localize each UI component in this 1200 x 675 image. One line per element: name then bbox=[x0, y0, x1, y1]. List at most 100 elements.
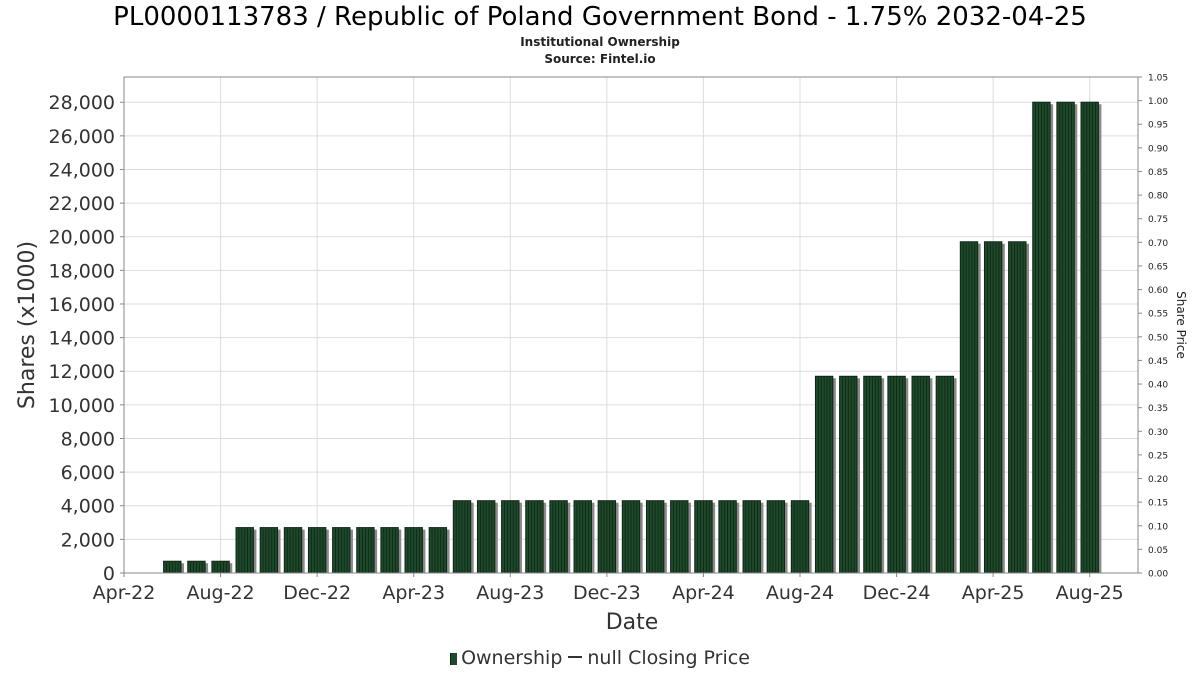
y2-tick-label: 0.40 bbox=[1148, 381, 1168, 391]
y-tick-label: 14,000 bbox=[49, 328, 115, 350]
ownership-bar bbox=[476, 500, 498, 574]
ownership-bar bbox=[428, 527, 450, 574]
ownership-legend-label: Ownership bbox=[461, 647, 563, 669]
y-tick-label: 22,000 bbox=[49, 193, 115, 215]
ownership-bar bbox=[332, 527, 353, 574]
ownership-bar bbox=[235, 527, 257, 574]
y2-tick-label: 0.95 bbox=[1148, 121, 1168, 131]
y-tick-label: 6,000 bbox=[61, 462, 115, 484]
ownership-bar bbox=[380, 527, 402, 574]
y-tick-label: 24,000 bbox=[49, 159, 115, 181]
ownership-bar bbox=[259, 527, 281, 574]
x-tick-label: Dec-22 bbox=[283, 582, 351, 604]
y-axis-label: Shares (x1000) bbox=[15, 241, 40, 409]
y-tick-label: 20,000 bbox=[49, 227, 115, 249]
y2-tick-label: 0.20 bbox=[1148, 475, 1168, 485]
x-tick-label: Apr-23 bbox=[382, 582, 445, 604]
y2-tick-label: 0.70 bbox=[1148, 239, 1168, 249]
price-legend-label: null Closing Price bbox=[587, 647, 750, 669]
y-tick-label: 12,000 bbox=[49, 361, 115, 383]
ownership-bar bbox=[959, 241, 981, 574]
y2-tick-label: 0.85 bbox=[1148, 168, 1168, 178]
y-tick-label: 0 bbox=[103, 563, 115, 585]
ownership-bar bbox=[525, 500, 547, 574]
y2-tick-label: 0.80 bbox=[1148, 192, 1168, 202]
y-tick-label: 18,000 bbox=[49, 260, 115, 282]
ownership-bar bbox=[404, 527, 426, 574]
y2-tick-label: 0.00 bbox=[1148, 570, 1168, 580]
ownership-bar bbox=[187, 560, 209, 574]
ownership-bar bbox=[935, 375, 957, 574]
x-tick-label: Apr-22 bbox=[93, 582, 156, 604]
x-tick-label: Apr-24 bbox=[672, 582, 735, 604]
y2-tick-label: 0.60 bbox=[1148, 286, 1168, 296]
ownership-bar bbox=[1008, 241, 1029, 574]
y2-tick-label: 0.30 bbox=[1148, 428, 1168, 438]
y2-tick-label: 1.05 bbox=[1148, 74, 1168, 84]
y-tick-label: 26,000 bbox=[49, 126, 115, 148]
y2-tick-label: 0.15 bbox=[1148, 499, 1168, 509]
x-tick-label: Apr-25 bbox=[962, 582, 1025, 604]
y2-tick-label: 0.35 bbox=[1148, 404, 1168, 414]
x-tick-label: Dec-24 bbox=[863, 582, 931, 604]
y2-tick-label: 0.75 bbox=[1148, 215, 1168, 225]
y-tick-label: 2,000 bbox=[61, 529, 115, 551]
ownership-bar bbox=[356, 527, 378, 574]
y2-tick-label: 0.65 bbox=[1148, 262, 1168, 272]
chart-legend: Ownership null Closing Price bbox=[0, 647, 1200, 669]
ownership-bar bbox=[887, 375, 909, 574]
y2-tick-label: 0.10 bbox=[1148, 522, 1168, 532]
chart-source: Source: Fintel.io bbox=[544, 52, 656, 66]
plot-area-frame bbox=[123, 76, 1139, 574]
y-tick-label: 16,000 bbox=[49, 294, 115, 316]
ownership-chart: 0 2,000 4,000 6,000 8,000 10,000 12,000 14,000 1… bbox=[15, 74, 1188, 636]
date-axis-ticks: Apr-22 Aug-22 Dec-22 Apr-23 Aug-23 Dec-23 Apr-… bbox=[93, 573, 1124, 604]
ownership-bar bbox=[670, 500, 691, 574]
ownership-bar bbox=[718, 500, 740, 574]
left-axis-ticks: 0 2,000 4,000 6,000 8,000 10,000 12,000 14,000 1… bbox=[49, 92, 124, 585]
chart-subtitle: Institutional Ownership bbox=[520, 35, 680, 49]
y2-axis-label: Share Price bbox=[1174, 291, 1188, 359]
ownership-bar bbox=[790, 500, 812, 574]
chart-title: PL0000113783 / Republic of Poland Govern… bbox=[113, 2, 1087, 32]
y2-tick-label: 0.50 bbox=[1148, 333, 1168, 343]
ownership-bar bbox=[814, 375, 836, 574]
ownership-bar bbox=[742, 500, 764, 574]
ownership-bars bbox=[163, 101, 1102, 574]
y-tick-label: 28,000 bbox=[49, 92, 115, 114]
y-tick-label: 10,000 bbox=[49, 395, 115, 417]
y2-tick-label: 0.90 bbox=[1148, 144, 1168, 154]
ownership-bar bbox=[501, 500, 522, 574]
right-axis-ticks: 0.00 0.05 0.10 0.15 0.20 0.25 0.30 0.35 0.40 0.45… bbox=[1138, 74, 1168, 580]
y2-tick-label: 0.45 bbox=[1148, 357, 1168, 367]
ownership-bar bbox=[645, 500, 667, 574]
y-tick-label: 8,000 bbox=[61, 428, 115, 450]
y2-tick-label: 1.00 bbox=[1148, 97, 1168, 107]
x-tick-label: Aug-25 bbox=[1056, 582, 1124, 604]
price-legend-line bbox=[568, 656, 583, 658]
ownership-bar bbox=[863, 375, 885, 574]
ownership-bar bbox=[597, 500, 619, 574]
ownership-bar bbox=[573, 500, 595, 574]
ownership-bar bbox=[283, 527, 305, 574]
ownership-bar bbox=[307, 527, 329, 574]
ownership-bar bbox=[163, 560, 184, 574]
x-tick-label: Aug-24 bbox=[766, 582, 834, 604]
x-tick-label: Aug-22 bbox=[187, 582, 255, 604]
ownership-legend-swatch bbox=[450, 653, 458, 665]
y2-tick-label: 0.25 bbox=[1148, 451, 1168, 461]
ownership-bar bbox=[452, 500, 474, 574]
ownership-bar bbox=[839, 375, 860, 574]
ownership-bar bbox=[766, 500, 788, 574]
ownership-bar bbox=[549, 500, 571, 574]
ownership-bar bbox=[621, 500, 643, 574]
x-axis-label: Date bbox=[606, 610, 659, 635]
x-tick-label: Dec-23 bbox=[573, 582, 641, 604]
ownership-bar bbox=[1032, 101, 1054, 574]
y-tick-label: 4,000 bbox=[61, 496, 115, 518]
ownership-bar bbox=[1080, 101, 1102, 574]
ownership-bar bbox=[983, 241, 1005, 574]
ownership-bar bbox=[694, 500, 716, 574]
ownership-bar bbox=[911, 375, 933, 574]
ownership-bar bbox=[1056, 101, 1078, 574]
